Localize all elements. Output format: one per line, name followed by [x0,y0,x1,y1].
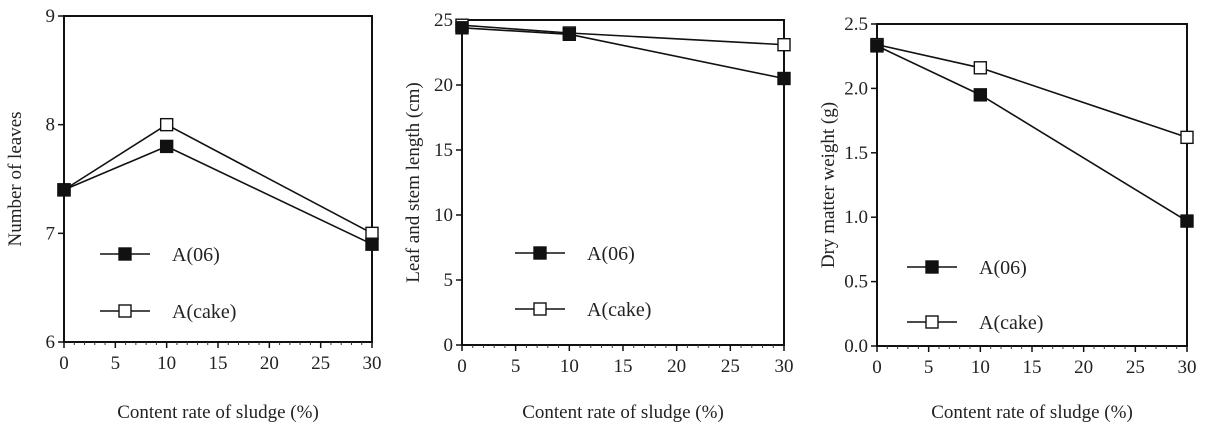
legend-label: A(cake) [172,301,236,323]
data-point-a06 [365,237,379,251]
x-tick-label: 5 [111,353,121,374]
data-point-a06 [973,88,988,102]
data-point-a06 [777,71,791,86]
y-tick-label: 8 [46,115,56,136]
plot-frame [63,15,373,343]
y-axis-title: Number of leaves [5,111,26,246]
y-tick-label: 0.5 [844,272,868,293]
legend-marker [533,246,547,260]
x-tick-label: 10 [971,357,990,378]
y-tick-label: 2.0 [844,78,868,99]
legend-marker [118,247,132,261]
x-tick-label: 5 [511,356,521,377]
x-tick-label: 0 [872,357,882,378]
series-line-acake [461,24,785,46]
legend-label: A(06) [587,243,635,265]
x-tick-label: 30 [363,353,382,374]
x-tick-label: 10 [157,353,176,374]
y-tick-label: 0.0 [844,336,868,357]
data-point-acake [1180,130,1194,145]
x-axis-title: Content rate of sludge (%) [117,402,319,423]
y-tick-label: 5 [444,270,454,291]
x-tick-label: 10 [560,356,579,377]
data-point-acake [159,117,174,132]
x-tick-label: 20 [260,353,279,374]
x-tick-label: 30 [1178,357,1197,378]
y-tick-label: 15 [434,140,453,161]
plot-frame [876,23,1188,347]
data-point-a06 [562,27,577,41]
x-tick-label: 15 [209,353,228,374]
y-tick-label: 0 [444,335,454,356]
series-line-acake [876,43,1188,139]
y-tick-label: 2.5 [844,14,868,35]
y-axis-title: Leaf and stem length (cm) [403,82,424,282]
chart-panel-1: 0 5 10 15 20 25 30 6 7 8 9 Content rate of sludge (… [5,6,382,423]
x-tick-label: 25 [1126,357,1145,378]
x-axis-title: Content rate of sludge (%) [522,402,724,423]
y-axis-title: Dry matter weight (g) [818,102,839,268]
legend-marker [925,260,939,274]
y-tick-label: 7 [46,223,56,244]
y-tick-label: 1.0 [844,207,868,228]
legend-label: A(cake) [587,299,651,321]
x-tick-label: 25 [311,353,330,374]
data-point-a06 [870,39,884,53]
chart-panel-2: 0 5 10 15 20 25 30 0 5 10 15 20 25 Content rate of sl… [403,10,794,423]
legend-marker [118,304,132,318]
y-tick-label: 6 [46,332,56,353]
data-point-a06 [159,139,174,154]
x-axis-title: Content rate of sludge (%) [931,402,1133,423]
y-tick-label: 20 [434,75,453,96]
y-tick-label: 1.5 [844,143,868,164]
x-tick-label: 0 [457,356,467,377]
series-line-acake [63,123,373,235]
data-point-a06 [57,183,71,197]
legend-marker [533,302,547,316]
legend-label: A(06) [172,244,220,266]
x-tick-label: 0 [59,353,69,374]
data-point-a06 [1180,214,1194,228]
series-line-a06 [876,45,1188,222]
chart-panel-3: 0 5 10 15 20 25 30 0.0 0.5 1.0 1.5 2.0 2.5 Content ra… [818,14,1197,423]
x-tick-label: 15 [614,356,633,377]
legend-label: A(06) [979,257,1027,279]
y-tick-label: 10 [434,205,453,226]
y-tick-label: 9 [46,6,56,27]
x-tick-label: 30 [775,356,794,377]
y-tick-label: 25 [434,10,453,31]
x-tick-label: 20 [1074,357,1093,378]
data-point-acake [973,61,988,75]
x-tick-label: 25 [721,356,740,377]
x-tick-label: 20 [667,356,686,377]
data-point-a06 [455,21,469,35]
data-point-acake [777,38,791,52]
legend-marker [925,315,939,329]
x-tick-label: 15 [1023,357,1042,378]
legend-label: A(cake) [979,312,1043,334]
x-tick-label: 5 [924,357,934,378]
